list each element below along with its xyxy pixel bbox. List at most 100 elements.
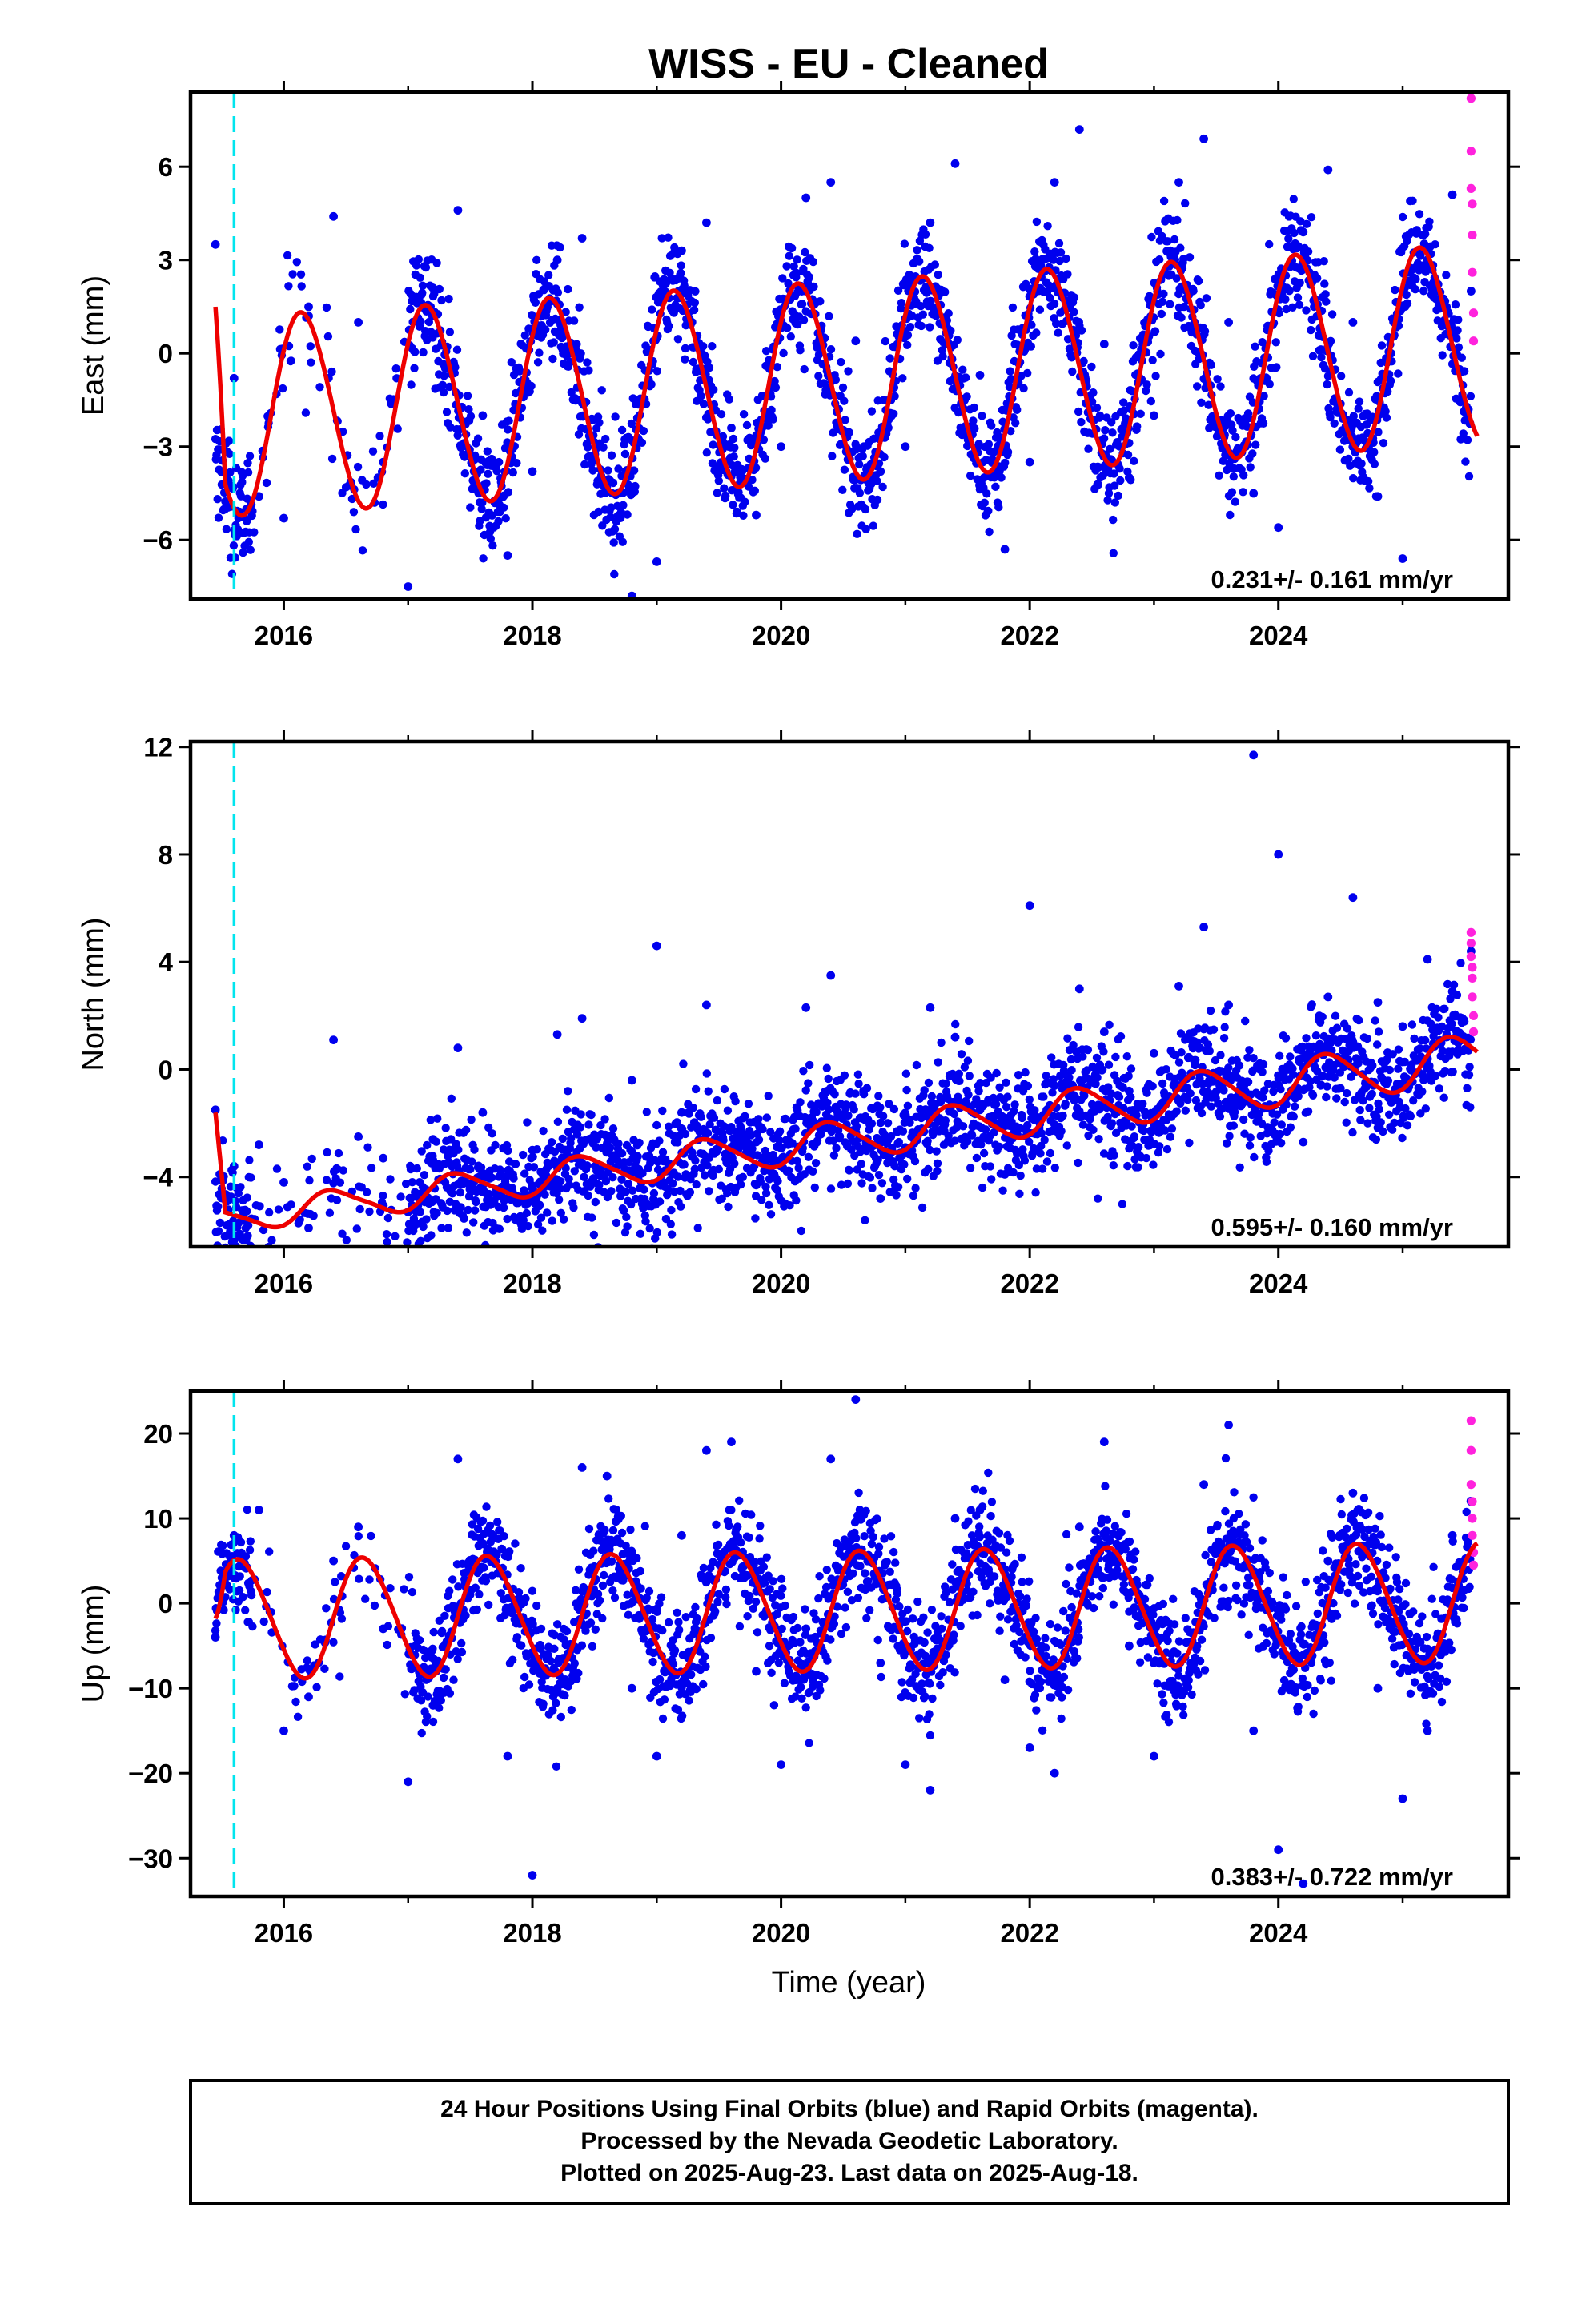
y-tick-label: 8 (159, 840, 173, 870)
data-point (857, 1179, 866, 1188)
data-point (1063, 1034, 1072, 1043)
data-point (1394, 1045, 1403, 1054)
data-point (757, 1196, 766, 1204)
data-point (1162, 1065, 1170, 1074)
data-point (439, 1673, 448, 1683)
data-point (991, 1100, 1001, 1108)
data-point (835, 1132, 845, 1141)
data-point (1166, 1132, 1175, 1141)
data-point (1018, 1145, 1027, 1154)
data-point (981, 1125, 990, 1134)
x-tick-label: 2020 (752, 621, 810, 650)
data-point (1421, 1035, 1430, 1045)
data-point (416, 1208, 424, 1216)
data-point (1419, 287, 1428, 296)
data-point (411, 348, 420, 356)
data-point (1383, 1076, 1393, 1085)
data-point (426, 1116, 435, 1124)
data-point (957, 1050, 966, 1059)
data-point (1464, 472, 1474, 481)
data-point (1323, 1082, 1331, 1091)
data-point (418, 288, 427, 297)
data-point (910, 1156, 920, 1166)
data-point (596, 1120, 605, 1130)
data-point (657, 234, 666, 243)
data-point (248, 1622, 257, 1631)
data-point (729, 434, 738, 444)
data-point (1107, 418, 1116, 427)
data-point (601, 434, 610, 444)
data-point (608, 478, 618, 488)
data-point (621, 1188, 630, 1196)
data-point (1110, 1151, 1118, 1160)
data-point (1036, 1149, 1045, 1158)
data-point (936, 1097, 946, 1107)
data-point (382, 1230, 391, 1239)
data-point (1320, 279, 1329, 288)
data-point (911, 1184, 920, 1192)
data-point (470, 1145, 479, 1154)
data-point (1288, 1064, 1297, 1073)
data-point (292, 258, 301, 267)
data-point (1290, 228, 1299, 238)
data-point (214, 1202, 223, 1212)
data-point (1008, 303, 1018, 312)
data-point (1103, 1112, 1112, 1122)
data-point (386, 1175, 395, 1184)
data-point (994, 1142, 1004, 1152)
data-point (1320, 364, 1330, 373)
data-point (1084, 1131, 1093, 1140)
data-point (533, 358, 543, 367)
data-point (689, 305, 699, 315)
data-point (1099, 1047, 1108, 1056)
data-point (1289, 1112, 1299, 1121)
data-point (975, 371, 985, 380)
data-point (817, 1130, 825, 1139)
data-point (243, 1221, 253, 1230)
data-point (1288, 303, 1297, 312)
data-point (902, 1085, 911, 1095)
data-point (1452, 334, 1461, 343)
data-point (213, 495, 222, 504)
final-orbit-points (211, 1395, 1476, 1888)
data-point (322, 303, 331, 312)
data-point (1158, 1079, 1167, 1088)
data-point (552, 1762, 561, 1771)
data-point (793, 1156, 801, 1166)
data-point (454, 1145, 463, 1154)
data-point (1348, 1128, 1357, 1137)
data-point (893, 1183, 903, 1192)
data-point (219, 1606, 228, 1614)
data-point (567, 388, 576, 397)
data-point (226, 468, 235, 477)
data-point (262, 478, 271, 488)
data-point (1368, 1061, 1377, 1070)
data-point (1418, 1087, 1427, 1096)
data-point (296, 270, 306, 279)
data-point (552, 1699, 560, 1707)
data-point (420, 1171, 429, 1180)
data-point (485, 1521, 495, 1530)
data-point (1332, 1094, 1341, 1103)
data-point (222, 525, 231, 533)
data-point (598, 521, 607, 530)
data-point (1130, 1132, 1139, 1141)
data-point (517, 1224, 527, 1233)
data-point (499, 1203, 508, 1212)
data-point (1245, 1141, 1255, 1150)
data-point (1348, 893, 1358, 903)
data-point (1077, 417, 1086, 427)
data-point (274, 1205, 283, 1214)
data-point (1326, 336, 1335, 345)
data-point (991, 482, 1000, 491)
data-point (942, 1079, 950, 1088)
data-point (620, 449, 630, 459)
data-point (1423, 955, 1432, 964)
data-point (1460, 367, 1469, 376)
data-point (652, 1228, 661, 1237)
data-point (453, 1655, 462, 1663)
data-point (627, 1076, 636, 1085)
data-point (1239, 471, 1248, 480)
data-point (532, 1601, 541, 1610)
data-point (1197, 1108, 1207, 1118)
